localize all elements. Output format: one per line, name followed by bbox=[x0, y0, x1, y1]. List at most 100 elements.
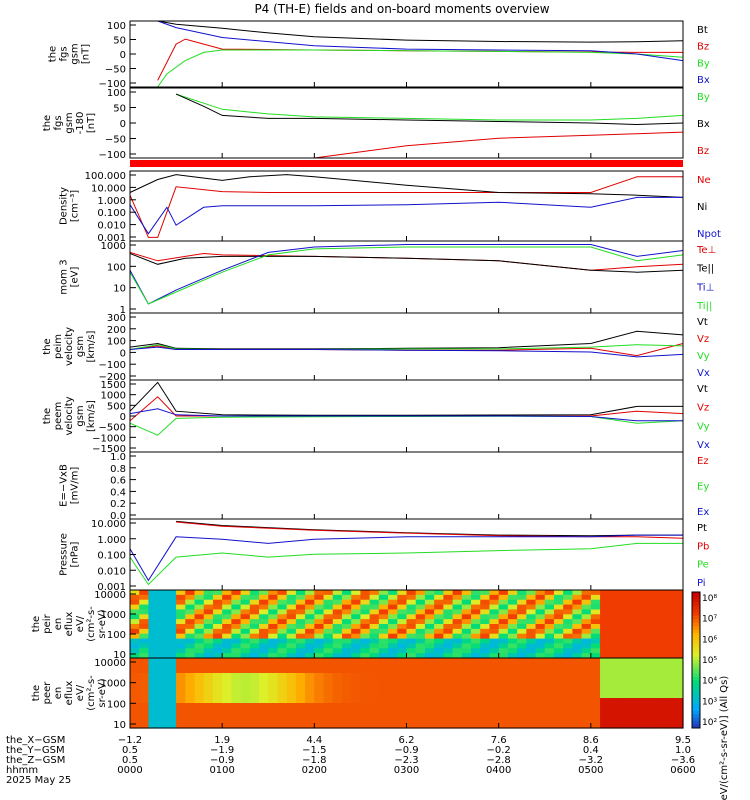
heat-cell bbox=[332, 643, 343, 649]
heat-cell bbox=[581, 594, 592, 601]
heat-cell bbox=[544, 713, 555, 719]
heat-cell bbox=[231, 708, 242, 714]
heat-cell bbox=[277, 678, 288, 684]
heat-cell bbox=[452, 713, 463, 719]
heat-cell bbox=[139, 609, 150, 615]
heat-cell bbox=[286, 698, 297, 704]
heat-cell bbox=[277, 658, 288, 664]
heat-cell bbox=[212, 683, 223, 689]
panel-frame bbox=[129, 451, 684, 520]
heat-cell bbox=[471, 723, 481, 729]
heat-cell bbox=[240, 638, 251, 645]
heat-cell bbox=[305, 599, 315, 606]
heat-cell bbox=[332, 658, 343, 664]
heat-cell bbox=[471, 628, 481, 635]
heat-cell bbox=[572, 590, 583, 596]
heat-cell bbox=[397, 638, 408, 645]
legend-Vz: Vz bbox=[697, 334, 709, 345]
heat-cell bbox=[406, 713, 417, 719]
z-gsm-value: −2.8 bbox=[487, 755, 511, 766]
heat-cell bbox=[305, 683, 315, 689]
heat-cell bbox=[148, 658, 159, 664]
heat-cell bbox=[424, 658, 435, 664]
heat-cell bbox=[507, 723, 518, 729]
heat-cell bbox=[203, 658, 214, 664]
heat-cell bbox=[369, 723, 380, 729]
legend-Bz: Bz bbox=[697, 146, 709, 157]
heat-cell bbox=[673, 698, 684, 704]
colorbar-tick-label: 10⁷ bbox=[702, 615, 717, 625]
heat-cell bbox=[166, 590, 177, 596]
heat-cell bbox=[526, 703, 537, 709]
heat-cell bbox=[563, 688, 573, 694]
heat-cell bbox=[277, 609, 288, 615]
heat-cell bbox=[176, 708, 186, 714]
heat-cell bbox=[259, 594, 269, 601]
heat-cell bbox=[673, 678, 684, 684]
heat-cell bbox=[424, 688, 435, 694]
heat-cell bbox=[415, 683, 426, 689]
heat-cell bbox=[351, 708, 362, 714]
heat-cell bbox=[194, 624, 205, 630]
heat-cell bbox=[378, 633, 389, 640]
y-tick-label: 0 bbox=[120, 348, 126, 359]
heat-cell bbox=[627, 688, 638, 694]
heat-cell bbox=[507, 653, 518, 659]
heat-cell bbox=[489, 648, 500, 654]
heat-cell bbox=[443, 648, 454, 654]
heat-cell bbox=[341, 628, 352, 635]
heat-cell bbox=[664, 688, 675, 694]
hhmm-value: 0300 bbox=[394, 765, 419, 776]
heat-cell bbox=[507, 633, 518, 640]
heat-cell bbox=[434, 658, 444, 664]
heat-cell bbox=[406, 693, 417, 699]
heat-cell bbox=[590, 718, 601, 724]
heat-cell bbox=[268, 673, 279, 679]
heat-cell bbox=[553, 604, 564, 611]
heat-cell bbox=[249, 604, 260, 611]
heat-cell bbox=[332, 703, 343, 709]
heat-cell bbox=[627, 624, 638, 630]
heat-cell bbox=[609, 619, 620, 625]
heat-cell bbox=[415, 718, 426, 724]
y-tick-label: 500 bbox=[107, 401, 126, 412]
colorbar-step bbox=[692, 629, 700, 634]
heat-cell bbox=[286, 683, 297, 689]
heat-cell bbox=[517, 653, 527, 659]
colorbar-step bbox=[692, 697, 700, 702]
heat-cell bbox=[655, 604, 666, 611]
heat-cell bbox=[212, 609, 223, 615]
heat-cell bbox=[526, 609, 537, 615]
colorbar-tick-label: 10⁸ bbox=[702, 594, 717, 604]
heat-cell bbox=[332, 638, 343, 645]
heat-cell bbox=[452, 688, 463, 694]
heat-cell bbox=[434, 643, 444, 649]
heat-cell bbox=[471, 643, 481, 649]
y-tick-label: 50 bbox=[113, 36, 126, 47]
heat-cell bbox=[406, 624, 417, 630]
heat-cell bbox=[618, 663, 629, 669]
heat-cell bbox=[148, 688, 159, 694]
heat-cell bbox=[222, 658, 232, 664]
heat-cell bbox=[517, 628, 527, 635]
heat-cell bbox=[517, 648, 527, 654]
heat-cell bbox=[351, 723, 362, 729]
colorbar-step bbox=[692, 626, 700, 630]
heat-cell bbox=[406, 708, 417, 714]
heat-cell bbox=[664, 698, 675, 704]
heat-cell bbox=[212, 693, 223, 699]
heat-cell bbox=[157, 723, 168, 729]
heat-cell bbox=[176, 638, 186, 645]
heat-cell bbox=[323, 590, 334, 596]
heat-cell bbox=[636, 619, 647, 625]
heat-cell bbox=[590, 633, 601, 640]
heat-cell bbox=[673, 624, 684, 630]
heat-cell bbox=[314, 609, 325, 615]
heat-cell bbox=[646, 648, 656, 654]
heat-cell bbox=[517, 688, 527, 694]
heat-cell bbox=[415, 614, 426, 620]
y-axis-label: thepeirenefluxeV/(cm²-s-sr-eV) bbox=[31, 606, 108, 642]
heat-cell bbox=[507, 693, 518, 699]
heat-cell bbox=[268, 718, 279, 724]
heat-cell bbox=[157, 718, 168, 724]
